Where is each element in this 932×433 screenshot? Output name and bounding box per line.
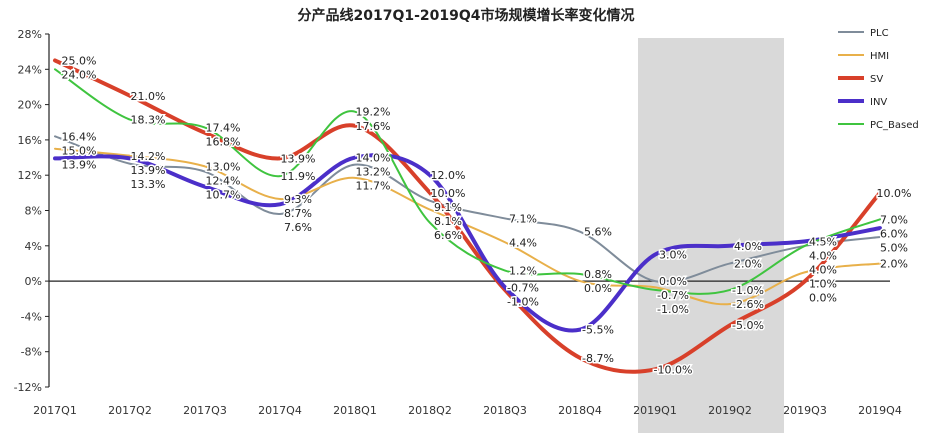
- legend-entry: SV: [870, 74, 883, 85]
- x-tick-label: 2018Q3: [483, 404, 527, 417]
- y-tick-label: 28%: [18, 28, 42, 41]
- data-label: -1.0%: [657, 303, 689, 316]
- data-label: 1.0%: [809, 277, 837, 290]
- data-label: 3.0%: [659, 249, 687, 262]
- data-label: 10.7%: [206, 188, 241, 201]
- series-line-inv: [53, 153, 882, 333]
- data-label: -10.0%: [654, 363, 693, 376]
- data-label: 5.6%: [584, 226, 612, 239]
- y-tick-label: 4%: [25, 240, 42, 253]
- data-label: 15.0%: [62, 144, 97, 157]
- legend-entry: HMI: [870, 51, 889, 62]
- y-tick-label: 16%: [18, 134, 42, 147]
- data-label: -1.0%: [732, 284, 764, 297]
- x-tick-label: 2017Q2: [108, 404, 152, 417]
- x-tick-label: 2017Q4: [258, 404, 302, 417]
- data-label: 0.0%: [584, 282, 612, 295]
- data-label: -5.5%: [582, 324, 614, 337]
- data-label: 18.3%: [131, 114, 166, 127]
- data-label: 7.0%: [880, 213, 908, 226]
- data-label: 4.0%: [809, 263, 837, 276]
- legend-entry: INV: [870, 97, 887, 108]
- data-label: 6.0%: [880, 227, 908, 240]
- series-line-sv: [53, 58, 882, 374]
- data-label: -2.6%: [732, 298, 764, 311]
- data-label: 13.9%: [281, 152, 316, 165]
- data-label: -5.0%: [732, 319, 764, 332]
- y-tick-label: 20%: [18, 99, 42, 112]
- x-tick-label: 2017Q3: [183, 404, 227, 417]
- data-label: 7.6%: [284, 221, 312, 234]
- data-label: 17.4%: [206, 122, 241, 135]
- data-label: 25.0%: [62, 54, 97, 67]
- y-tick-label: -4%: [21, 310, 42, 323]
- y-tick-label: 12%: [18, 169, 42, 182]
- data-label: 10.0%: [431, 187, 466, 200]
- data-label: 12.0%: [431, 169, 466, 182]
- data-label: 4.0%: [809, 249, 837, 262]
- y-tick-label: 8%: [25, 205, 42, 218]
- data-label: 13.0%: [206, 160, 241, 173]
- data-label: 0.0%: [659, 275, 687, 288]
- x-tick-label: 2019Q1: [633, 404, 677, 417]
- data-label: 14.0%: [356, 152, 391, 165]
- data-label: 9.3%: [284, 193, 312, 206]
- legend-entry: PLC: [870, 28, 889, 39]
- x-tick-label: 2017Q1: [33, 404, 77, 417]
- data-label: 7.1%: [509, 212, 537, 225]
- x-tick-label: 2019Q4: [858, 404, 902, 417]
- data-label: 5.0%: [880, 241, 908, 254]
- data-label: 24.0%: [62, 68, 97, 81]
- data-label: -1.0%: [507, 295, 539, 308]
- data-label: 0.0%: [809, 291, 837, 304]
- y-tick-label: -12%: [14, 381, 42, 394]
- data-label: 11.7%: [356, 180, 391, 193]
- data-label: 16.8%: [206, 136, 241, 149]
- data-label: 13.9%: [62, 158, 97, 171]
- data-label: 13.2%: [356, 166, 391, 179]
- series-line-plc: [54, 135, 881, 284]
- data-label: 2.0%: [734, 257, 762, 270]
- data-label: 13.9%: [131, 164, 166, 177]
- data-label: 11.9%: [281, 170, 316, 183]
- data-label: 12.4%: [206, 174, 241, 187]
- data-label: 16.4%: [62, 130, 97, 143]
- data-label: 8.7%: [284, 207, 312, 220]
- data-label: 4.4%: [509, 236, 537, 249]
- data-label: 14.2%: [131, 150, 166, 163]
- x-tick-label: 2018Q1: [333, 404, 377, 417]
- data-label: -0.7%: [507, 281, 539, 294]
- data-label: 8.1%: [434, 215, 462, 228]
- legend-entry: PC_Based: [870, 120, 919, 131]
- x-tick-label: 2018Q4: [558, 404, 602, 417]
- data-label: 9.1%: [434, 201, 462, 214]
- x-tick-label: 2019Q3: [783, 404, 827, 417]
- data-label: 0.8%: [584, 268, 612, 281]
- x-tick-label: 2019Q2: [708, 404, 752, 417]
- data-label: -0.7%: [657, 289, 689, 302]
- y-tick-label: -8%: [21, 346, 42, 359]
- data-label: 21.0%: [131, 90, 166, 103]
- data-label: 19.2%: [356, 106, 391, 119]
- data-label: 4.5%: [809, 235, 837, 248]
- data-label: 10.0%: [877, 187, 912, 200]
- data-label: 17.6%: [356, 120, 391, 133]
- data-label: 4.0%: [734, 240, 762, 253]
- data-label: -8.7%: [582, 352, 614, 365]
- data-label: 13.3%: [131, 178, 166, 191]
- y-tick-label: 24%: [18, 63, 42, 76]
- y-tick-label: 0%: [25, 275, 42, 288]
- series-line-pc_based: [54, 68, 881, 295]
- data-label: 6.6%: [434, 229, 462, 242]
- x-tick-label: 2018Q2: [408, 404, 452, 417]
- chart-title: 分产品线2017Q1-2019Q4市场规模增长率变化情况: [297, 7, 634, 24]
- data-label: 2.0%: [880, 257, 908, 270]
- data-label: 1.2%: [509, 265, 537, 278]
